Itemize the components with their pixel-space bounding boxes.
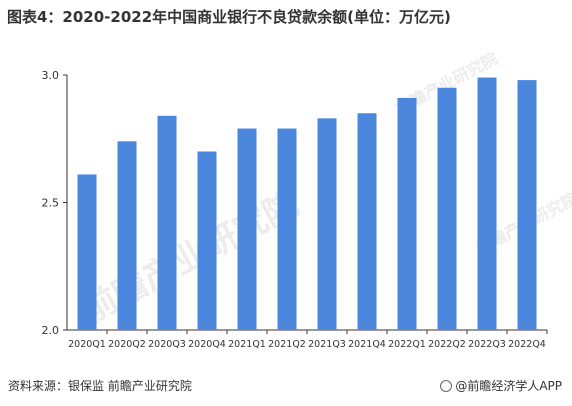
bar-2021Q1 [237,128,257,330]
y-tick-label: 2.5 [42,197,60,210]
bar-2022Q3 [477,77,497,330]
bar-2022Q4 [517,80,537,330]
source-note: 资料来源：银保监 前瞻产业研究院 [8,379,192,393]
x-tick-label: 2022Q2 [428,339,466,350]
x-tick-label: 2020Q4 [188,339,226,350]
x-tick-label: 2022Q4 [508,339,546,350]
bar-2020Q3 [157,115,177,330]
bar-2021Q3 [317,118,337,330]
x-tick-label: 2022Q1 [388,339,426,350]
y-tick-label: 2.0 [42,324,60,337]
x-tick-label: 2021Q2 [268,339,306,350]
brand-label: @前瞻经济学人APP [455,379,562,393]
brand-logo-icon [440,380,453,392]
bar-2020Q4 [197,151,217,330]
x-tick-label: 2021Q4 [348,339,386,350]
brand-credit: @前瞻经济学人APP [440,377,562,394]
bar-2020Q1 [77,174,97,330]
bar-2021Q4 [357,113,377,330]
bar-2022Q2 [437,87,457,330]
bar-2022Q1 [397,97,417,330]
x-tick-label: 2020Q3 [148,339,186,350]
x-tick-label: 2022Q3 [468,339,506,350]
bar-2021Q2 [277,128,297,330]
x-tick-label: 2021Q1 [228,339,266,350]
x-tick-label: 2020Q2 [108,339,146,350]
bar-2020Q2 [117,141,137,330]
y-tick-label: 3.0 [42,69,60,82]
chart-title: 图表4：2020-2022年中国商业银行不良贷款余额(单位：万亿元) [7,8,451,26]
x-tick-label: 2020Q1 [68,339,106,350]
x-tick-label: 2021Q3 [308,339,346,350]
